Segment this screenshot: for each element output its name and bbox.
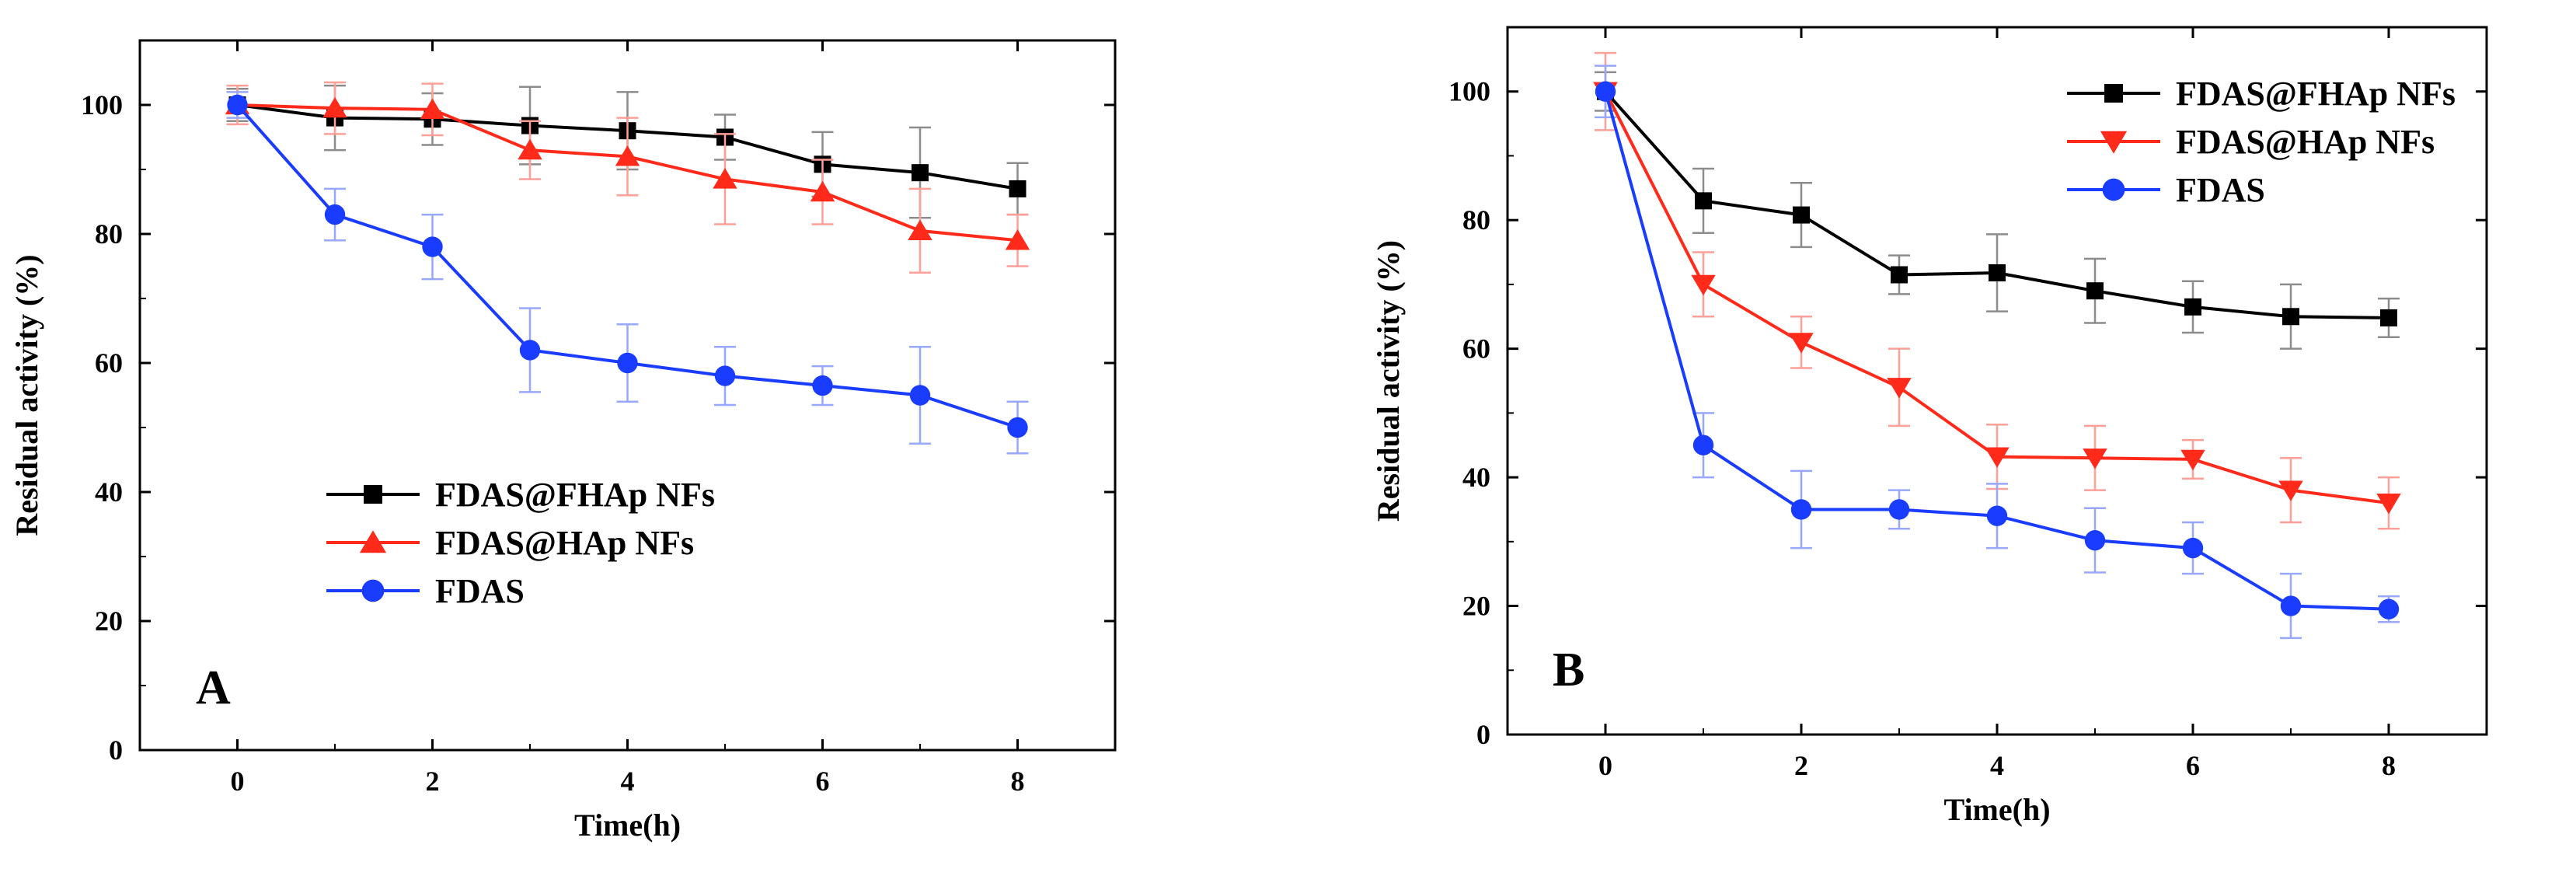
legend-marker: [364, 485, 382, 504]
legend-label: FDAS@FHAp NFs: [435, 476, 715, 514]
data-point: [1009, 180, 1027, 197]
data-point: [2086, 282, 2104, 300]
data-point: [1691, 274, 1716, 296]
data-point: [1989, 264, 2006, 282]
legend-marker: [2102, 178, 2125, 201]
data-point: [714, 365, 736, 386]
data-point: [2376, 494, 2401, 515]
data-point: [810, 180, 835, 202]
data-point: [1790, 499, 1812, 520]
panel-b-legend: FDAS@FHAp NFs FDAS@HAp NFs FDAS: [2067, 75, 2456, 209]
data-point: [1888, 499, 1910, 520]
panel-a-legend: FDAS@FHAp NFs FDAS@HAp NFs FDAS: [326, 476, 715, 610]
panel-a-y-tick-label: 40: [95, 476, 123, 508]
data-point: [1005, 229, 1030, 250]
panel-a-series-2: [226, 91, 1029, 455]
data-point: [1789, 333, 1814, 354]
data-point: [2084, 529, 2106, 551]
panel-b-panel-letter: B: [1553, 644, 1584, 696]
data-point: [812, 375, 833, 396]
panel-a-x-tick-label: 6: [816, 766, 830, 797]
data-point: [1986, 505, 2008, 526]
panel-b-x-tick-label: 2: [1794, 750, 1808, 781]
panel-b-x-axis-title: Time(h): [1943, 792, 2050, 827]
panel-b-series-0: [1595, 71, 2400, 350]
data-point: [1692, 434, 1714, 455]
legend-marker: [2100, 131, 2128, 154]
panel-a-x-tick-label: 8: [1011, 766, 1025, 797]
data-point: [912, 164, 929, 182]
data-point: [713, 168, 737, 189]
data-point: [519, 340, 541, 361]
data-point: [1695, 192, 1712, 210]
data-point: [227, 94, 248, 116]
data-point: [1595, 81, 1616, 102]
data-point: [1007, 417, 1028, 438]
panel-b-x-tick-label: 6: [2186, 750, 2200, 781]
panel-b-y-tick-label: 40: [1462, 462, 1490, 493]
panel-a-x-tick-label: 4: [621, 766, 635, 797]
panel-b-series-2: [1595, 65, 2400, 640]
data-point: [2380, 309, 2397, 326]
panel-b-x-tick-label: 0: [1598, 750, 1612, 781]
data-point: [909, 385, 931, 406]
legend-marker: [2104, 84, 2123, 103]
panel-a-y-axis-title: Residual activity (%): [9, 254, 44, 536]
data-point: [2282, 308, 2299, 326]
panel-a-series-1: [225, 81, 1030, 274]
panel-a-y-tick-label: 20: [95, 606, 123, 637]
panel-a-y-tick-label: 100: [81, 89, 123, 120]
legend-label: FDAS: [2176, 171, 2265, 209]
data-point: [2378, 599, 2400, 619]
panel-a-y-tick-label: 60: [95, 347, 123, 379]
panel-a-y-tick-label: 0: [109, 735, 123, 766]
panel-b-y-axis-title: Residual activity (%): [1371, 240, 1406, 522]
data-point: [1793, 206, 1810, 224]
panel-a-x-tick-label: 2: [426, 766, 440, 797]
panel-b-y-tick-label: 100: [1448, 76, 1490, 107]
legend-label: FDAS@HAp NFs: [435, 524, 694, 562]
panel-a-panel-letter: A: [196, 661, 231, 714]
data-point: [1891, 266, 1908, 284]
panel-b-y-tick-label: 20: [1462, 591, 1490, 622]
data-point: [2180, 449, 2205, 471]
data-point: [615, 145, 640, 166]
panel-b-y-tick-label: 0: [1476, 719, 1490, 750]
data-point: [2182, 537, 2204, 559]
data-point: [2184, 298, 2201, 316]
data-point: [1985, 447, 2010, 468]
data-point: [2280, 595, 2302, 616]
data-point: [2278, 480, 2303, 501]
data-point: [422, 236, 443, 257]
data-point: [322, 96, 347, 118]
panel-b-x-tick-label: 8: [2382, 750, 2396, 781]
data-point: [2083, 448, 2107, 469]
data-point: [420, 98, 445, 119]
data-point: [617, 352, 638, 374]
legend-label: FDAS: [435, 572, 525, 610]
data-point: [908, 219, 932, 241]
legend-marker: [359, 530, 387, 553]
data-point: [324, 204, 346, 225]
data-point: [1887, 378, 1912, 399]
panel-b-y-tick-label: 60: [1462, 333, 1490, 365]
panel-b-y-tick-label: 80: [1462, 204, 1490, 236]
panel-a-x-axis-title: Time(h): [574, 808, 681, 843]
legend-label: FDAS@FHAp NFs: [2176, 75, 2456, 113]
panel-a-y-tick-label: 80: [95, 218, 123, 250]
panel-a-x-tick-label: 0: [231, 766, 245, 797]
legend-label: FDAS@HAp NFs: [2176, 123, 2435, 161]
data-point: [518, 138, 542, 160]
legend-marker: [361, 579, 385, 602]
panel-b-x-tick-label: 4: [1990, 750, 2004, 781]
